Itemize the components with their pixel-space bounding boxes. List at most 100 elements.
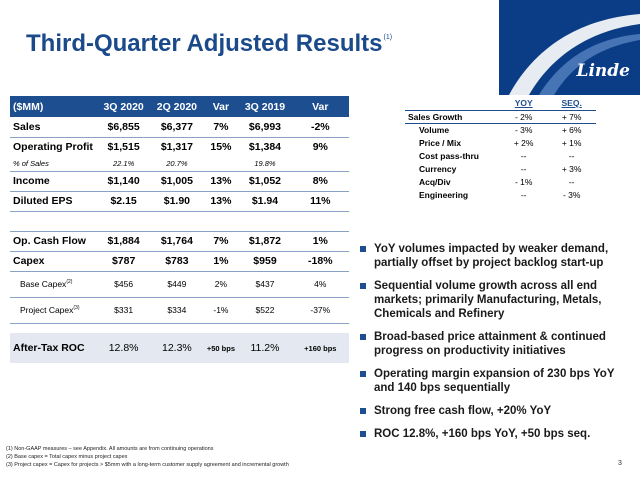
footnote-marker: (3) [73, 305, 80, 312]
cell: -- [568, 150, 575, 161]
header-cell: SEQ. [561, 97, 582, 108]
cell: -18% [291, 251, 349, 272]
bullet-square-icon [360, 246, 366, 252]
cell: 20.7% [150, 157, 204, 172]
cell: +160 bps [291, 333, 349, 363]
cell: -- [568, 176, 575, 187]
cell: $1,317 [160, 141, 193, 154]
table-row: Income $1,140 $1,005 13% $1,052 8% [10, 171, 349, 192]
bullet-text: Sequential volume growth across all end … [374, 280, 602, 320]
results-table: ($MM) 3Q 2020 2Q 2020 Var 3Q 2019 Var Sa… [10, 96, 349, 363]
row-label: Volume [419, 124, 450, 135]
title-footnote-marker: (1) [383, 34, 393, 41]
cell: $449 [150, 271, 204, 298]
cell: $959 [238, 251, 292, 272]
cell: 13% [203, 171, 239, 192]
bullet-square-icon [360, 283, 366, 289]
table-row: Operating Profit $1,515 $1,317 15% $1,38… [10, 137, 349, 157]
cell: 12.3% [150, 333, 204, 363]
list-item: ROC 12.8%, +160 bps YoY, +50 bps seq. [360, 427, 636, 441]
table-row: % of Sales 22.1% 20.7% 19.8% [10, 157, 349, 172]
cell: $437 [238, 271, 292, 298]
cell: -37% [291, 297, 349, 324]
bullet-text: Strong free cash flow, +20% YoY [374, 405, 552, 417]
table-row: Sales $6,855 $6,377 7% $6,993 -2% [10, 117, 349, 138]
footnotes: (1) Non-GAAP measures – see Appendix. Al… [6, 445, 289, 469]
table-row: Engineering -- - 3% [405, 188, 596, 201]
table-row: Sales Growth - 2% + 7% [405, 109, 596, 124]
table-row: Project Capex(3) $331 $334 -1% $522 -37% [10, 297, 349, 324]
sales-growth-header: YOY SEQ. [405, 96, 596, 110]
footnote-marker: (2) [66, 279, 73, 286]
spacer-row [10, 323, 349, 333]
cell: 1% [203, 251, 239, 272]
cell: + 7% [547, 109, 596, 124]
cell: 9% [312, 141, 328, 154]
list-item: Broad-based price attainment & continued… [360, 330, 636, 358]
cell: -- [520, 163, 527, 174]
row-label: Price / Mix [419, 137, 462, 148]
bullet-text: Operating margin expansion of 230 bps Yo… [374, 368, 615, 394]
table-row: Capex $787 $783 1% $959 -18% [10, 251, 349, 272]
table-row-roc: After-Tax ROC 12.8% 12.3% +50 bps 11.2% … [10, 333, 349, 363]
list-item: Strong free cash flow, +20% YoY [360, 404, 636, 418]
cell: $1,515 [107, 141, 140, 154]
project-capex-label: Project Capex [20, 305, 74, 315]
cell: $1,384 [248, 141, 282, 154]
bullet-square-icon [360, 371, 366, 377]
cell: -1% [203, 297, 239, 324]
cell: 1% [291, 231, 349, 252]
cell: 7% [203, 117, 239, 138]
header-cell: YOY [514, 97, 533, 108]
cell: + 6% [561, 124, 582, 135]
cell: $6,855 [96, 117, 151, 138]
table-row: Cost pass-thru -- -- [405, 149, 596, 162]
row-label: % of Sales [10, 157, 97, 172]
cell: $2.15 [96, 191, 151, 212]
cell: -- [520, 189, 527, 200]
list-item: YoY volumes impacted by weaker demand, p… [360, 242, 636, 270]
cell: - 2% [500, 109, 548, 124]
cell: 15% [210, 141, 232, 154]
row-label: Op. Cash Flow [10, 231, 97, 252]
cell: $334 [150, 297, 204, 324]
cell: $1,764 [150, 231, 204, 252]
cell: - 3% [514, 124, 533, 135]
cell: $6,993 [238, 117, 292, 138]
bullet-text: YoY volumes impacted by weaker demand, p… [374, 243, 609, 269]
cell: 13% [203, 191, 239, 212]
row-label: Capex [10, 251, 97, 272]
footnote: (3) Project capex = Capex for projects >… [6, 462, 289, 468]
cell: $6,377 [150, 117, 204, 138]
cell: 2% [203, 271, 239, 298]
spacer-row [10, 211, 349, 221]
cell: $1,872 [238, 231, 292, 252]
logo-wordmark: Linde [576, 61, 630, 81]
cell: +50 bps [203, 333, 239, 363]
table-row: Diluted EPS $2.15 $1.90 13% $1.94 11% [10, 191, 349, 212]
cell [291, 157, 349, 172]
cell: $787 [96, 251, 151, 272]
bullet-text: ROC 12.8%, +160 bps YoY, +50 bps seq. [374, 428, 591, 440]
cell: $1,052 [238, 171, 292, 192]
slide-title-text: Third-Quarter Adjusted Results [26, 30, 383, 57]
list-item: Sequential volume growth across all end … [360, 279, 636, 321]
cell: 7% [203, 231, 239, 252]
linde-logo: Linde [499, 0, 640, 95]
bullet-square-icon [360, 408, 366, 414]
key-points-list: YoY volumes impacted by weaker demand, p… [360, 242, 636, 450]
logo-swoosh-icon [509, 14, 640, 95]
slide-title: Third-Quarter Adjusted Results(1) [26, 30, 392, 58]
header-cell: Var [291, 96, 349, 117]
row-label: Cost pass-thru [419, 150, 479, 161]
header-cell: 2Q 2020 [150, 96, 204, 117]
cell: + 1% [561, 137, 582, 148]
row-label: Project Capex(3) [10, 297, 97, 324]
table-row: Volume - 3% + 6% [405, 123, 596, 136]
header-cell [405, 96, 500, 110]
row-label: Engineering [419, 189, 469, 200]
cell: 12.8% [96, 333, 151, 363]
page-number: 3 [618, 460, 622, 467]
cell: $331 [96, 297, 151, 324]
cell: + 2% [513, 137, 534, 148]
